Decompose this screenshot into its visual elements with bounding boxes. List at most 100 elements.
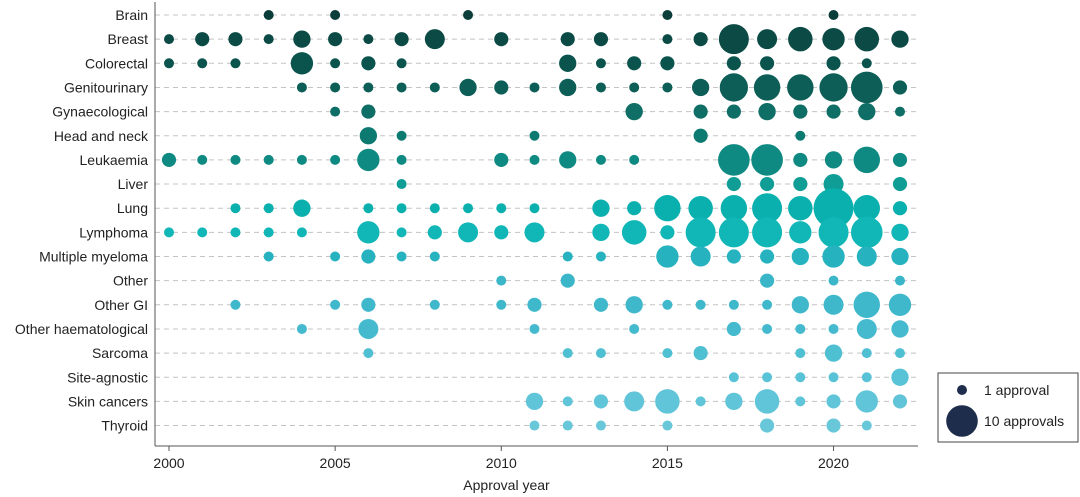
bubble-breast-2018 (757, 29, 778, 50)
bubble-lymphoma-2000 (164, 227, 174, 238)
category-label-liver: Liver (118, 176, 149, 192)
bubble-site-agnostic-2019 (795, 372, 806, 383)
bubble-other-haematological-2011 (529, 323, 540, 334)
category-label-gynaecological: Gynaecological (52, 104, 148, 120)
bubble-genitourinary-2022 (892, 80, 908, 95)
bubble-other-gi-2006 (361, 297, 376, 312)
bubble-breast-2022 (891, 30, 909, 48)
category-label-breast: Breast (108, 31, 149, 47)
bubble-colorectal-2004 (290, 52, 314, 75)
bubble-genitourinary-2008 (429, 82, 440, 93)
bubble-lymphoma-2019 (789, 221, 812, 244)
bubble-sarcoma-2013 (595, 348, 606, 359)
bubble-colorectal-2006 (361, 56, 376, 71)
bubble-skin-cancers-2021 (855, 390, 878, 413)
bubble-head-and-neck-2006 (359, 127, 378, 145)
bubble-lung-2018 (752, 193, 783, 224)
bubble-lung-2021 (853, 194, 881, 222)
bubble-lymphoma-2013 (592, 223, 610, 242)
bubble-breast-2002 (228, 32, 243, 47)
bubble-sarcoma-2019 (795, 348, 806, 359)
bubble-leukaemia-2019 (793, 152, 808, 167)
bubble-genitourinary-2007 (396, 82, 407, 93)
bubble-lung-2008 (429, 203, 440, 214)
bubble-lung-2016 (688, 195, 713, 221)
bubble-brain-2009 (463, 10, 474, 20)
category-label-lymphoma: Lymphoma (79, 224, 148, 240)
bubble-other-haematological-2004 (296, 323, 307, 334)
bubble-genitourinary-2015 (662, 82, 673, 93)
x-tick-label-2015: 2015 (652, 455, 683, 471)
bubble-genitourinary-2016 (691, 78, 710, 97)
bubble-other-gi-2016 (695, 299, 706, 310)
bubble-site-agnostic-2018 (762, 372, 773, 383)
bubble-head-and-neck-2011 (529, 130, 540, 141)
category-label-head-and-neck: Head and neck (54, 128, 149, 144)
bubble-skin-cancers-2015 (655, 389, 680, 414)
bubble-leukaemia-2011 (529, 154, 540, 165)
bubble-colorectal-2013 (595, 58, 606, 69)
bubble-colorectal-2018 (760, 56, 775, 71)
category-label-other-haematological: Other haematological (15, 321, 148, 337)
bubble-multiple-myeloma-2017 (726, 249, 741, 264)
bubble-sarcoma-2021 (861, 348, 872, 359)
category-label-multiple-myeloma: Multiple myeloma (39, 249, 148, 265)
bubble-other-gi-2008 (429, 299, 440, 310)
bubble-other-haematological-2021 (856, 318, 877, 339)
bubble-multiple-myeloma-2007 (396, 251, 407, 262)
bubble-sarcoma-2015 (662, 348, 673, 359)
bubble-lung-2002 (230, 203, 241, 214)
bubble-liver-2017 (726, 176, 741, 192)
bubble-gynaecological-2006 (361, 104, 376, 119)
bubble-thyroid-2013 (595, 420, 606, 431)
bubble-lung-2009 (463, 203, 474, 214)
bubble-lymphoma-2017 (718, 217, 749, 248)
bubble-skin-cancers-2020 (826, 394, 841, 409)
bubble-other-2020 (828, 275, 839, 286)
bubble-multiple-myeloma-2012 (562, 251, 573, 262)
bubble-leukaemia-2013 (595, 154, 606, 165)
bubble-head-and-neck-2019 (795, 130, 806, 141)
bubble-multiple-myeloma-2021 (856, 246, 877, 267)
bubble-colorectal-2017 (726, 56, 741, 71)
bubble-thyroid-2021 (861, 420, 872, 431)
bubble-lymphoma-2006 (357, 221, 380, 244)
bubble-multiple-myeloma-2016 (690, 246, 711, 267)
bubble-liver-2007 (396, 179, 407, 190)
bubble-lymphoma-2018 (752, 217, 783, 248)
bubble-gynaecological-2022 (895, 106, 905, 117)
bubble-brain-2020 (828, 10, 839, 20)
bubble-thyroid-2015 (662, 420, 673, 431)
bubble-multiple-myeloma-2020 (822, 245, 845, 268)
bubble-skin-cancers-2011 (525, 392, 544, 411)
bubble-lung-2015 (654, 194, 681, 222)
bubble-other-2012 (560, 273, 575, 288)
bubble-genitourinary-2006 (363, 82, 374, 93)
category-label-genitourinary: Genitourinary (64, 79, 148, 95)
bubble-leukaemia-2018 (751, 144, 783, 176)
bubble-other-haematological-2019 (795, 323, 806, 334)
bubble-lung-2019 (788, 195, 813, 221)
category-label-sarcoma: Sarcoma (92, 345, 148, 361)
x-tick-label-2020: 2020 (818, 455, 849, 471)
bubble-site-agnostic-2020 (828, 372, 839, 383)
category-label-thyroid: Thyroid (101, 418, 148, 434)
bubble-lung-2006 (363, 203, 374, 214)
bubble-breast-2008 (424, 29, 445, 50)
bubble-lymphoma-2001 (197, 227, 208, 238)
bubble-lymphoma-2020 (818, 217, 849, 248)
bubble-multiple-myeloma-2008 (429, 251, 440, 262)
bubble-brain-2005 (330, 10, 341, 20)
bubble-genitourinary-2020 (819, 73, 848, 102)
bubble-breast-2019 (788, 26, 813, 52)
bubble-multiple-myeloma-2003 (263, 251, 274, 262)
category-label-brain: Brain (115, 7, 148, 23)
bubble-other-gi-2013 (593, 297, 609, 312)
bubble-site-agnostic-2022 (891, 368, 909, 386)
bubble-genitourinary-2017 (719, 73, 749, 102)
bubble-site-agnostic-2021 (861, 372, 872, 383)
legend-label-10-approvals: 10 approvals (984, 413, 1064, 429)
bubble-breast-2007 (394, 32, 409, 47)
bubble-other-haematological-2020 (828, 323, 839, 334)
bubble-lung-2011 (529, 203, 540, 214)
